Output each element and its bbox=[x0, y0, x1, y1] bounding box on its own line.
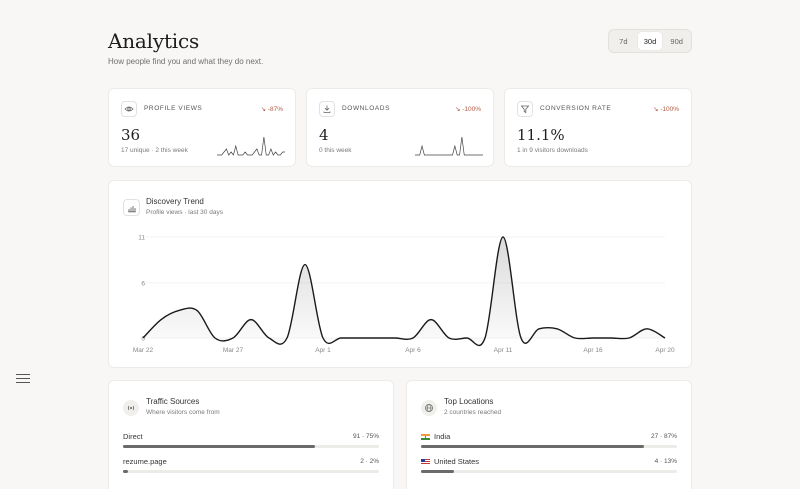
date-range-toggle: 7d 30d 90d bbox=[608, 29, 692, 53]
sparkline-series bbox=[217, 136, 285, 156]
range-90d-button[interactable]: 90d bbox=[670, 36, 683, 46]
source-value: 2 · 2% bbox=[360, 458, 379, 465]
card-subtitle: 2 countries reached bbox=[444, 409, 502, 416]
us-flag-icon bbox=[421, 458, 430, 465]
card-subtitle: Where visitors come from bbox=[146, 409, 220, 416]
globe-icon bbox=[421, 400, 437, 416]
conversion-rate-card: CONVERSION RATE ↘ -100% 11.1% 1 in 9 vis… bbox=[504, 88, 692, 167]
list-item: United States 4 · 13% bbox=[421, 457, 677, 477]
card-title: Traffic Sources bbox=[146, 397, 200, 406]
progress-track bbox=[421, 445, 677, 448]
x-tick-label: Apr 20 bbox=[655, 347, 675, 354]
downloads-card: DOWNLOADS ↘ -100% 4 0 this week bbox=[306, 88, 494, 167]
location-value: 4 · 13% bbox=[654, 458, 677, 465]
stat-subtext: 1 in 9 visitors downloads bbox=[517, 147, 588, 154]
location-value: 27 · 87% bbox=[650, 433, 677, 440]
page-title: Analytics bbox=[108, 29, 200, 53]
y-tick-label: 6 bbox=[141, 280, 145, 287]
stat-value: 4 bbox=[319, 126, 329, 144]
sparkline-series bbox=[415, 136, 483, 156]
bar-chart-icon bbox=[123, 199, 140, 216]
top-locations-card: Top Locations 2 countries reached India … bbox=[406, 380, 692, 489]
card-title: Top Locations bbox=[444, 397, 494, 406]
stat-change: ↘ -100% bbox=[454, 106, 481, 113]
eye-icon bbox=[121, 101, 137, 117]
progress-track bbox=[123, 445, 379, 448]
source-value: 91 · 75% bbox=[352, 433, 379, 440]
location-label: United States bbox=[421, 457, 479, 466]
stat-change: ↘ -87% bbox=[260, 106, 283, 113]
list-item: Direct 91 · 75% bbox=[123, 432, 379, 452]
stat-label: PROFILE VIEWS bbox=[144, 105, 203, 112]
chart-subtitle: Profile views · last 30 days bbox=[146, 209, 223, 216]
x-tick-label: Apr 16 bbox=[583, 347, 603, 354]
x-tick-label: Apr 1 bbox=[315, 347, 331, 354]
menu-icon[interactable] bbox=[16, 374, 30, 384]
x-tick-label: Mar 22 bbox=[133, 347, 154, 354]
trend-area bbox=[143, 237, 665, 346]
india-flag-icon bbox=[421, 433, 430, 440]
x-tick-label: Apr 11 bbox=[494, 347, 513, 354]
stat-change: ↘ -100% bbox=[652, 106, 679, 113]
location-name: United States bbox=[434, 457, 480, 466]
x-tick-label: Apr 6 bbox=[405, 347, 421, 354]
x-tick-label: Mar 27 bbox=[223, 347, 244, 354]
stat-value: 11.1% bbox=[517, 126, 565, 144]
progress-bar bbox=[123, 470, 129, 473]
source-label: Direct bbox=[123, 432, 143, 441]
stat-label: CONVERSION RATE bbox=[540, 105, 612, 112]
source-label: rezume.page bbox=[123, 457, 167, 466]
location-name: India bbox=[434, 432, 451, 441]
sparkline bbox=[415, 136, 483, 156]
progress-bar bbox=[421, 445, 644, 448]
stat-subtext: 17 unique · 2 this week bbox=[121, 147, 188, 154]
stat-value: 36 bbox=[121, 126, 141, 144]
progress-track bbox=[123, 470, 379, 473]
range-7d-button[interactable]: 7d bbox=[619, 36, 628, 46]
discovery-trend-card: Discovery Trend Profile views · last 30 … bbox=[108, 180, 692, 368]
trend-chart: 11 6 0 Mar 22 Mar 27 Apr 1 Apr 6 Apr 11 Apr 16 Ap… bbox=[133, 235, 675, 355]
range-30d-button[interactable]: 30d bbox=[637, 32, 663, 50]
progress-track bbox=[421, 470, 677, 473]
sparkline bbox=[217, 136, 285, 156]
progress-bar bbox=[123, 445, 315, 448]
trend-line bbox=[142, 236, 666, 347]
location-label: India bbox=[421, 432, 450, 441]
list-item: India 27 · 87% bbox=[421, 432, 677, 452]
download-icon bbox=[319, 101, 335, 117]
funnel-icon bbox=[517, 101, 533, 117]
profile-views-card: PROFILE VIEWS ↘ -87% 36 17 unique · 2 th… bbox=[108, 88, 296, 167]
progress-bar bbox=[421, 470, 455, 473]
stat-subtext: 0 this week bbox=[319, 147, 352, 154]
y-tick-label: 11 bbox=[138, 235, 145, 242]
stat-label: DOWNLOADS bbox=[342, 105, 391, 112]
page-subtitle: How people find you and what they do nex… bbox=[108, 57, 264, 66]
y-tick-label: 0 bbox=[141, 336, 145, 343]
traffic-sources-card: Traffic Sources Where visitors come from… bbox=[108, 380, 394, 489]
broadcast-icon bbox=[123, 400, 139, 416]
chart-title: Discovery Trend bbox=[146, 197, 204, 206]
list-item: rezume.page 2 · 2% bbox=[123, 457, 379, 477]
